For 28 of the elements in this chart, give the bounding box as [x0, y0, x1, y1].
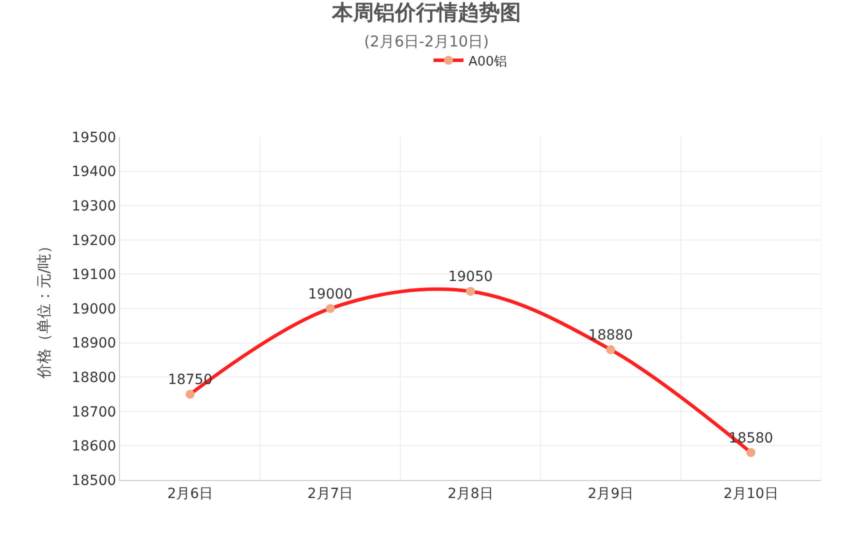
- y-tick-label: 19200: [72, 232, 116, 249]
- y-tick-label: 18800: [72, 370, 116, 386]
- y-tick-label: 19100: [72, 267, 116, 284]
- y-tick-label: 19500: [72, 130, 116, 146]
- x-tick-label: 2月8日: [448, 486, 494, 502]
- chart-title: 本周铝价行情趋势图: [331, 0, 521, 24]
- point: [746, 448, 756, 458]
- y-tick-label: 19300: [72, 198, 116, 214]
- y-tick-label: 18700: [72, 404, 116, 420]
- legend-label: A00铝: [468, 54, 507, 70]
- data-label: 19050: [448, 269, 493, 286]
- data-label: 19000: [308, 286, 353, 302]
- y-tick-label: 18900: [72, 336, 116, 352]
- chart-subtitle: (2月6日-2月10日): [364, 32, 489, 51]
- data-label: 18880: [588, 328, 633, 344]
- point: [326, 304, 335, 313]
- x-tick-label: 2月7日: [307, 486, 354, 502]
- point: [466, 286, 475, 296]
- x-tick-label: 2月6日: [167, 486, 214, 502]
- y-tick-label: 19400: [72, 164, 116, 180]
- point: [186, 390, 195, 399]
- y-axis-title: 价格（单位：元/吨）: [34, 238, 53, 380]
- point: [606, 345, 616, 354]
- x-tick-label: 2月10日: [724, 486, 778, 502]
- y-tick-label: 18600: [72, 438, 116, 455]
- y-tick-label: 18500: [72, 472, 116, 489]
- y-tick-label: 19000: [72, 301, 116, 318]
- x-tick-label: 2月9日: [588, 486, 634, 502]
